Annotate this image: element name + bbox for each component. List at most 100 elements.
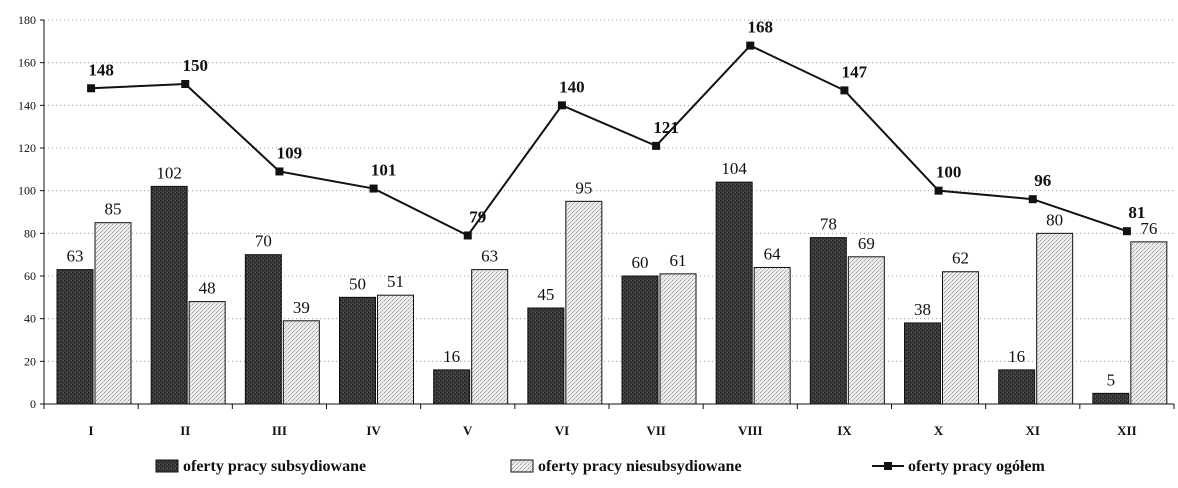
bar-subsidized <box>998 369 1036 405</box>
x-tick-label: IV <box>366 423 381 438</box>
bar-value-label: 16 <box>443 347 460 366</box>
bar-unsubsidized <box>94 222 132 405</box>
bar-value-label: 63 <box>67 247 84 266</box>
total-line-path <box>91 44 1128 237</box>
bar-value-label: 64 <box>764 244 782 263</box>
legend-swatch-unsubsidized <box>510 459 534 473</box>
x-tick-label: VII <box>646 423 666 438</box>
total-value-label: 121 <box>653 118 679 137</box>
x-tick-label: VI <box>555 423 569 438</box>
bar-unsubsidized <box>1130 241 1168 405</box>
total-line-marker <box>181 80 190 88</box>
x-tick-label: X <box>934 423 944 438</box>
bar-value-label: 76 <box>1140 219 1157 238</box>
bar-unsubsidized <box>471 269 509 405</box>
bar-value-label: 5 <box>1107 370 1116 389</box>
bar-value-label: 16 <box>1008 347 1025 366</box>
y-tick-label: 120 <box>18 141 36 155</box>
total-value-label: 109 <box>277 143 303 162</box>
bar-unsubsidized <box>753 266 791 405</box>
bar-value-label: 63 <box>481 247 498 266</box>
x-tick-label: II <box>180 423 190 438</box>
bar-value-label: 45 <box>537 285 554 304</box>
y-tick-label: 180 <box>18 13 36 27</box>
bar-subsidized <box>433 369 471 405</box>
total-line-marker <box>369 184 378 193</box>
bar-value-label: 70 <box>255 232 272 251</box>
y-tick-label: 40 <box>24 312 36 326</box>
bars <box>56 181 1168 405</box>
y-tick-label: 160 <box>18 56 36 70</box>
x-tick-label: III <box>272 423 287 438</box>
total-line-marker <box>840 86 849 95</box>
total-line-marker <box>652 141 661 150</box>
x-tick-label: XI <box>1026 423 1040 438</box>
total-line-marker <box>463 231 472 240</box>
x-tick-label: VIII <box>738 423 763 438</box>
bar-value-label: 51 <box>387 272 404 291</box>
y-tick-label: 140 <box>18 98 36 112</box>
y-tick-label: 60 <box>24 269 36 283</box>
bar-unsubsidized <box>565 200 603 405</box>
bar-unsubsidized <box>659 273 697 405</box>
legend: oferty pracy subsydiowane oferty pracy ni… <box>155 458 1046 475</box>
bar-unsubsidized <box>188 301 226 405</box>
bar-value-label: 61 <box>670 251 687 270</box>
bar-value-label: 102 <box>156 163 182 182</box>
total-value-label: 147 <box>842 62 868 81</box>
total-value-label: 100 <box>936 163 962 182</box>
legend-label-total: oferty pracy ogółem <box>908 458 1046 475</box>
bar-subsidized <box>150 185 188 405</box>
bar-subsidized <box>56 269 94 405</box>
legend-label-unsubsidized: oferty pracy niesubsydiowane <box>538 458 742 475</box>
total-line-marker <box>87 84 96 93</box>
legend-label-subsidized: oferty pracy subsydiowane <box>183 458 366 475</box>
legend-marker-total <box>884 462 892 470</box>
bar-subsidized <box>809 237 847 405</box>
total-line-marker <box>746 41 755 50</box>
x-tick-label: I <box>89 423 94 438</box>
y-tick-label: 20 <box>24 354 36 368</box>
total-line-marker <box>557 101 566 110</box>
bar-subsidized <box>244 254 282 405</box>
data-labels: 63 102 70 50 16 45 60 104 78 38 16 5 85 48 39 51 63 95 61 6… <box>67 18 1158 390</box>
total-line-marker <box>934 186 943 195</box>
bar-unsubsidized <box>282 320 320 405</box>
y-tick-label: 80 <box>24 226 36 240</box>
x-tick-label: XII <box>1117 423 1137 438</box>
bar-subsidized <box>339 296 376 405</box>
bar-unsubsidized <box>1036 232 1074 405</box>
bar-value-label: 85 <box>105 200 122 219</box>
bar-unsubsidized <box>847 256 885 405</box>
bar-subsidized <box>621 275 659 405</box>
total-value-label: 148 <box>88 60 114 79</box>
bar-value-label: 62 <box>952 249 969 268</box>
bar-subsidized <box>1092 392 1130 405</box>
bar-value-label: 104 <box>721 159 747 178</box>
bar-subsidized <box>527 307 565 405</box>
bar-value-label: 50 <box>349 274 366 293</box>
bar-value-label: 39 <box>293 298 310 317</box>
total-value-label: 81 <box>1128 203 1145 222</box>
total-value-label: 168 <box>748 18 774 37</box>
bar-value-label: 78 <box>820 215 837 234</box>
bar-subsidized <box>904 322 941 405</box>
total-line-marker <box>1122 227 1131 236</box>
gridlines <box>44 19 1174 362</box>
total-value-label: 96 <box>1034 171 1051 190</box>
y-tick-label: 100 <box>18 184 36 198</box>
y-tick-label: 0 <box>30 397 36 411</box>
total-line <box>87 41 1131 240</box>
total-value-label: 140 <box>559 77 585 96</box>
bar-value-label: 60 <box>632 253 649 272</box>
legend-swatch-subsidized <box>155 459 179 473</box>
total-value-label: 79 <box>469 207 486 226</box>
total-line-marker <box>275 167 284 176</box>
bar-subsidized <box>715 181 753 405</box>
x-tick-label: IX <box>837 423 852 438</box>
bar-value-label: 69 <box>858 234 875 253</box>
bar-value-label: 80 <box>1046 210 1063 229</box>
bar-value-label: 38 <box>914 300 931 319</box>
